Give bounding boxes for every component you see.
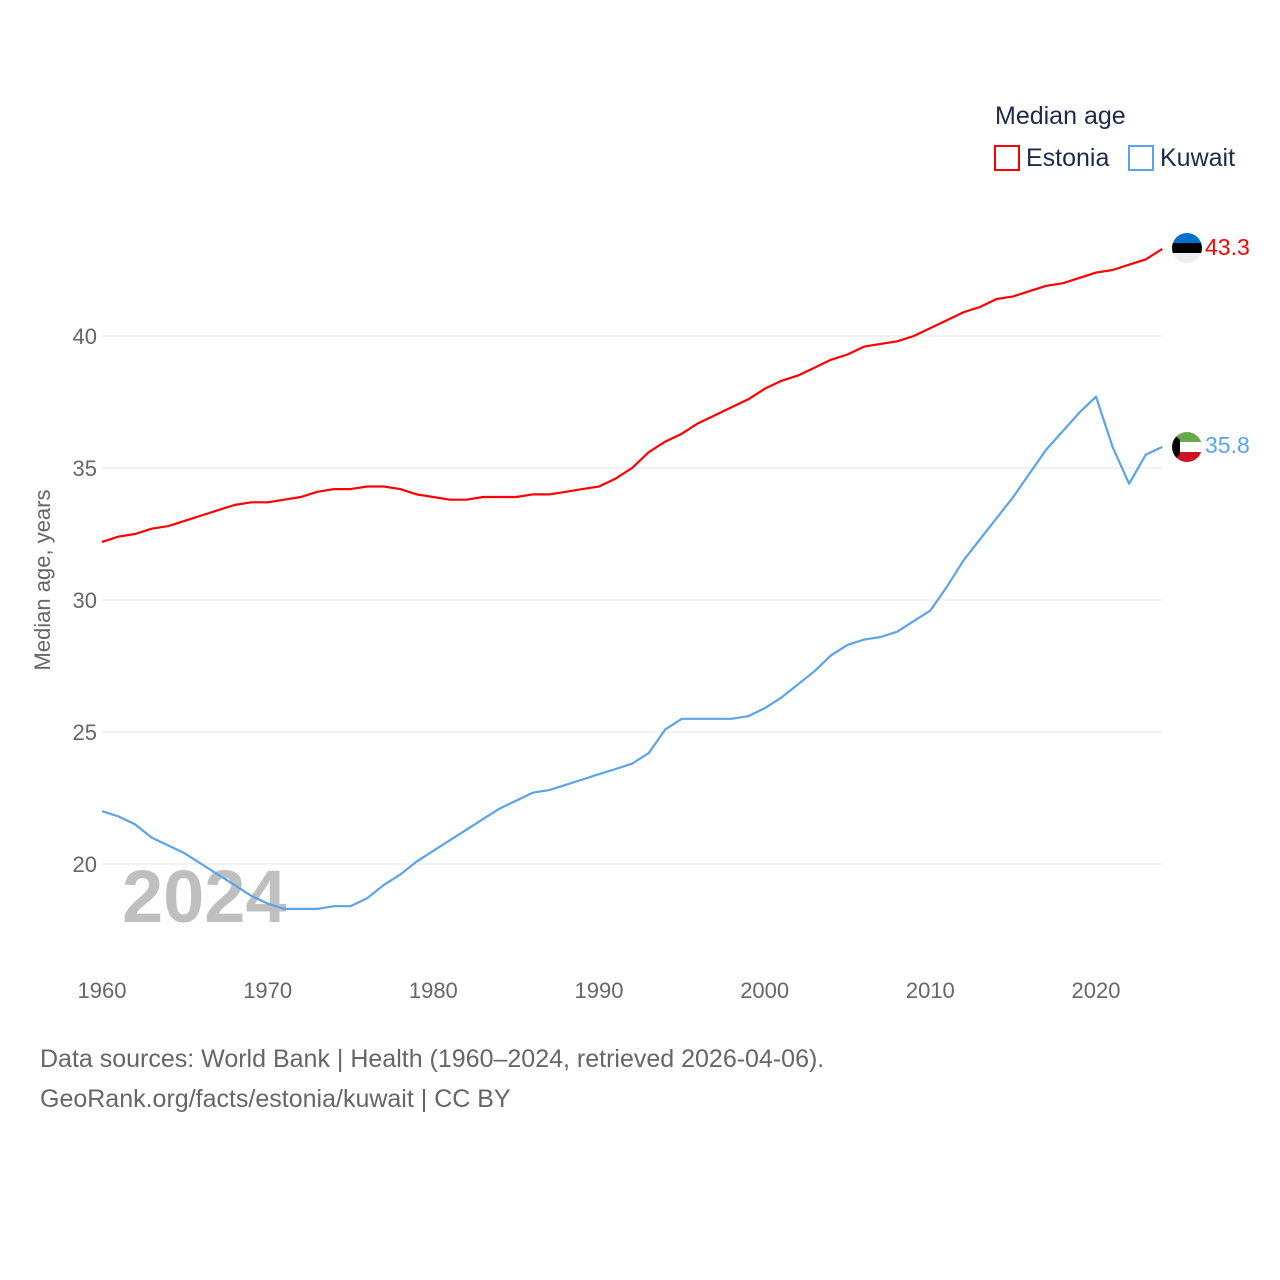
kuwait-end-label: 35.8 <box>1205 432 1250 458</box>
legend-swatch-kuwait <box>1128 145 1154 171</box>
x-tick-label: 1970 <box>243 978 292 1003</box>
year-watermark: 2024 <box>122 855 287 938</box>
legend-label-kuwait[interactable]: Kuwait <box>1160 144 1235 172</box>
x-tick-label: 2010 <box>906 978 955 1003</box>
kuwait-flag-icon <box>1172 432 1202 462</box>
series-line-kuwait <box>101 395 1163 910</box>
data-source-text: Data sources: World Bank | Health (1960–… <box>40 1045 825 1073</box>
x-tick-label: 1980 <box>409 978 458 1003</box>
x-tick-label: 1960 <box>78 978 127 1003</box>
estonia-flag-icon <box>1172 233 1202 263</box>
y-tick-label: 20 <box>73 852 97 877</box>
legend-label-estonia[interactable]: Estonia <box>1026 144 1109 172</box>
legend-title: Median age <box>995 102 1126 130</box>
series-line-estonia <box>101 247 1163 543</box>
legend-swatch-estonia <box>994 145 1020 171</box>
y-tick-label: 40 <box>73 324 97 349</box>
x-tick-label: 2000 <box>740 978 789 1003</box>
x-tick-label: 2020 <box>1072 978 1121 1003</box>
y-tick-label: 30 <box>73 588 97 613</box>
attribution-link[interactable]: GeoRank.org/facts/estonia/kuwait | CC BY <box>40 1085 511 1113</box>
y-tick-label: 25 <box>73 720 97 745</box>
estonia-end-label: 43.3 <box>1205 234 1250 260</box>
x-tick-label: 1990 <box>575 978 624 1003</box>
y-tick-label: 35 <box>73 456 97 481</box>
y-axis-label: Median age, years <box>30 490 55 671</box>
